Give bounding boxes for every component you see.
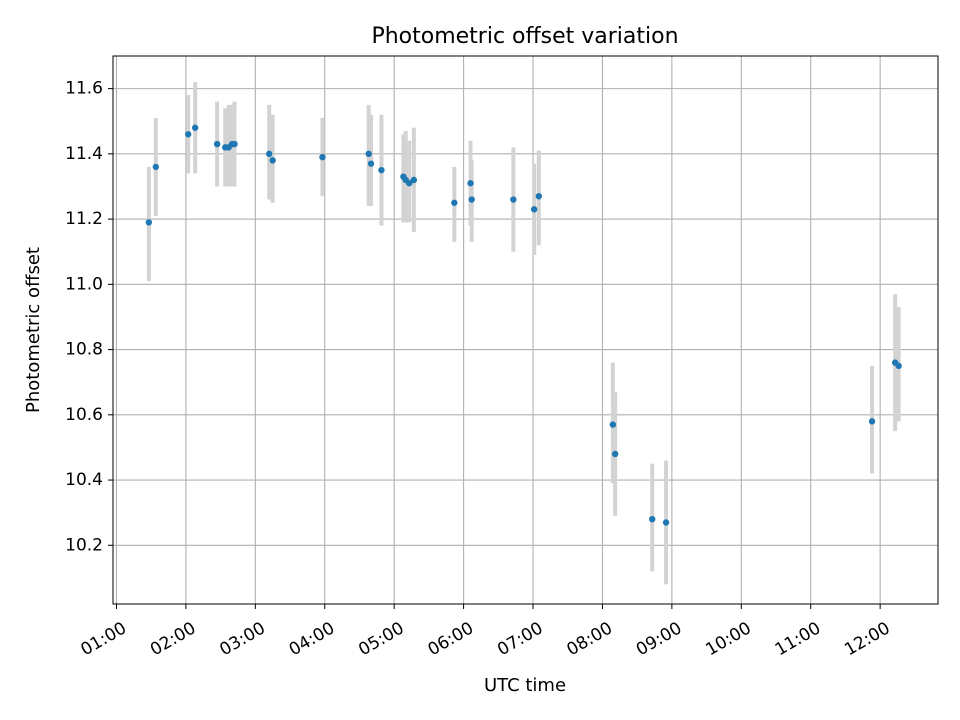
y-tick-label: 11.0 <box>65 274 103 294</box>
data-point <box>145 219 153 226</box>
data-point <box>367 160 375 167</box>
plot-area-frame <box>112 55 939 605</box>
chart-title: Photometric offset variation <box>371 24 678 49</box>
data-point <box>535 193 543 200</box>
data-point <box>185 131 192 138</box>
x-axis-label: UTC time <box>484 675 566 696</box>
data-point <box>269 157 276 164</box>
data-point <box>662 519 670 526</box>
data-point <box>868 418 876 425</box>
data-point <box>510 196 517 203</box>
data-point <box>451 199 458 206</box>
data-point <box>191 124 199 131</box>
data-point <box>611 450 619 458</box>
data-point <box>378 166 385 174</box>
data-point <box>895 362 902 370</box>
data-point <box>266 150 273 158</box>
grid-lines <box>113 56 938 604</box>
y-tick-label: 10.2 <box>65 535 103 555</box>
data-points <box>145 124 902 526</box>
data-point <box>468 196 475 203</box>
data-point <box>231 140 238 148</box>
data-point <box>365 150 372 158</box>
y-tick-label: 10.8 <box>65 340 103 360</box>
y-tick-label: 11.4 <box>65 144 103 164</box>
y-axis-label: Photometric offset <box>23 247 44 413</box>
data-point <box>530 206 538 213</box>
data-point <box>467 180 474 187</box>
y-tick-label: 10.6 <box>65 405 103 425</box>
data-point <box>410 176 418 184</box>
data-point <box>609 421 617 428</box>
data-point <box>213 140 221 148</box>
data-point <box>406 180 413 187</box>
y-tick-label: 11.6 <box>65 79 103 99</box>
data-point <box>649 515 656 523</box>
y-tick-label: 11.2 <box>65 209 103 229</box>
data-point <box>152 163 160 171</box>
y-axis-ticks: 10.2 10.4 10.6 10.8 11.0 11.2 11.4 11.6 <box>65 79 113 555</box>
y-tick-label: 10.4 <box>65 470 103 490</box>
data-point <box>319 153 326 161</box>
